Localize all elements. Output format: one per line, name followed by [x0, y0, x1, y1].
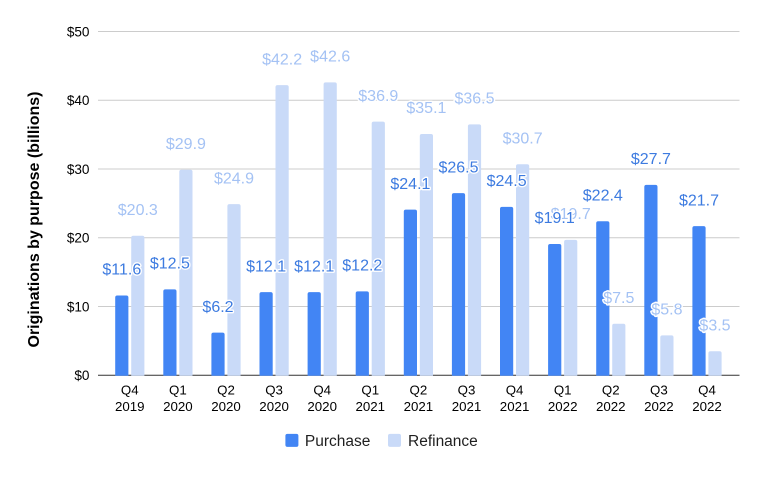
svg-text:Q3: Q3	[458, 382, 476, 397]
svg-text:$11.6: $11.6	[102, 262, 141, 279]
svg-text:Q1: Q1	[554, 382, 572, 397]
svg-text:2022: 2022	[548, 399, 578, 414]
svg-text:2021: 2021	[404, 399, 434, 414]
svg-text:$24.9: $24.9	[214, 170, 254, 187]
svg-text:$20: $20	[67, 231, 90, 246]
svg-text:$29.9: $29.9	[166, 136, 206, 153]
svg-text:Q4: Q4	[313, 382, 331, 397]
svg-text:$24.1: $24.1	[390, 176, 430, 193]
svg-text:$10: $10	[67, 299, 90, 314]
svg-text:$35.1: $35.1	[406, 100, 446, 117]
svg-text:$42.6: $42.6	[310, 49, 350, 66]
svg-text:$12.5: $12.5	[150, 256, 190, 273]
svg-text:Q1: Q1	[169, 382, 187, 397]
svg-text:Originations by purpose (billi: Originations by purpose (billions)	[26, 91, 43, 347]
svg-text:2020: 2020	[259, 399, 289, 414]
svg-text:Q2: Q2	[602, 382, 620, 397]
svg-text:$19.1: $19.1	[535, 210, 575, 227]
svg-text:2022: 2022	[644, 399, 674, 414]
svg-text:Refinance: Refinance	[408, 433, 478, 450]
svg-text:$3.5: $3.5	[699, 317, 730, 334]
svg-text:$12.1: $12.1	[294, 258, 334, 275]
svg-text:Q4: Q4	[506, 382, 524, 397]
svg-text:Q3: Q3	[265, 382, 283, 397]
svg-text:2021: 2021	[356, 399, 386, 414]
svg-text:Q4: Q4	[698, 382, 716, 397]
svg-text:2020: 2020	[163, 399, 193, 414]
svg-text:2021: 2021	[500, 399, 530, 414]
svg-text:$50: $50	[67, 24, 90, 39]
svg-text:$19.7: $19.7	[551, 206, 591, 223]
svg-text:2019: 2019	[115, 399, 145, 414]
svg-text:Q2: Q2	[410, 382, 428, 397]
svg-text:Purchase: Purchase	[305, 433, 370, 450]
svg-text:$5.8: $5.8	[651, 302, 682, 319]
svg-text:Q4: Q4	[121, 382, 139, 397]
svg-text:Q2: Q2	[217, 382, 235, 397]
svg-text:$40: $40	[67, 93, 90, 108]
svg-text:$42.2: $42.2	[262, 51, 302, 68]
svg-text:$6.2: $6.2	[202, 299, 233, 316]
svg-text:$27.7: $27.7	[631, 151, 671, 168]
svg-text:$22.4: $22.4	[583, 188, 623, 205]
svg-text:$24.5: $24.5	[487, 173, 527, 190]
svg-text:2022: 2022	[692, 399, 722, 414]
svg-text:2020: 2020	[307, 399, 337, 414]
svg-text:2021: 2021	[452, 399, 482, 414]
svg-text:$26.5: $26.5	[438, 159, 478, 176]
svg-text:$36.9: $36.9	[358, 88, 398, 105]
svg-text:2020: 2020	[211, 399, 241, 414]
svg-text:$12.1: $12.1	[246, 258, 286, 275]
svg-text:$7.5: $7.5	[603, 290, 634, 307]
svg-text:$20.3: $20.3	[118, 202, 158, 219]
svg-text:$30.7: $30.7	[503, 130, 543, 147]
svg-text:Q3: Q3	[650, 382, 668, 397]
svg-text:2022: 2022	[596, 399, 626, 414]
svg-text:$0: $0	[74, 368, 90, 383]
svg-text:$36.5: $36.5	[454, 91, 494, 108]
svg-text:$12.2: $12.2	[342, 258, 382, 275]
svg-text:$21.7: $21.7	[679, 192, 719, 209]
svg-text:$30: $30	[67, 162, 90, 177]
svg-text:Q1: Q1	[361, 382, 379, 397]
